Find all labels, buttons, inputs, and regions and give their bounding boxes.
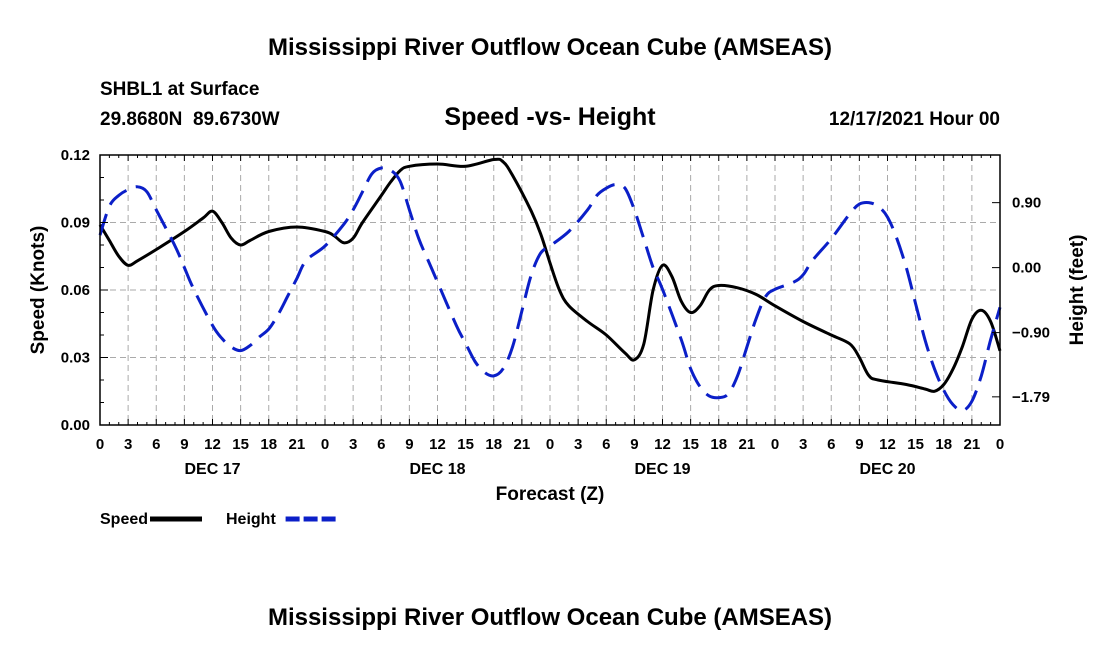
x-tick-label: 3	[799, 436, 807, 453]
x-tick-label: 12	[654, 436, 671, 453]
chart-subtitle: Speed -vs- Height	[444, 103, 656, 131]
x-tick-label: 15	[232, 436, 249, 453]
date-label: 12/17/2021 Hour 00	[829, 109, 1000, 130]
y-tick-label-right: 0.00	[1012, 260, 1041, 277]
y-tick-label-left: 0.06	[61, 282, 90, 299]
x-tick-label: 15	[682, 436, 699, 453]
coords-label: 29.8680N 89.6730W	[100, 109, 280, 130]
x-tick-label: 18	[710, 436, 727, 453]
series-line-speed	[98, 157, 1002, 393]
x-tick-label: 21	[514, 436, 531, 453]
y-tick-label-left: 0.00	[61, 417, 90, 434]
x-tick-label: 15	[907, 436, 924, 453]
x-tick-label: 6	[377, 436, 385, 453]
x-tick-label: 21	[964, 436, 981, 453]
grid	[100, 155, 1000, 425]
x-tick-label: 15	[457, 436, 474, 453]
x-tick-label: 18	[260, 436, 277, 453]
x-tick-label: 3	[574, 436, 582, 453]
x-axis-label: Forecast (Z)	[496, 484, 605, 505]
x-tick-label: 0	[546, 436, 554, 453]
x-tick-label: 0	[996, 436, 1004, 453]
x-tick-label: 0	[771, 436, 779, 453]
x-tick-label: 18	[935, 436, 952, 453]
x-tick-label: 3	[124, 436, 132, 453]
day-label: DEC 18	[409, 461, 465, 478]
station-label: SHBL1 at Surface	[100, 79, 259, 100]
footer-title: Mississippi River Outflow Ocean Cube (AM…	[268, 604, 832, 631]
x-tick-label: 12	[879, 436, 896, 453]
y-axis-right-label: Height (feet)	[1067, 235, 1088, 346]
x-tick-label: 9	[630, 436, 638, 453]
y-tick-label-right: −0.90	[1012, 325, 1050, 342]
x-tick-label: 0	[96, 436, 104, 453]
x-tick-label: 0	[321, 436, 329, 453]
x-tick-label: 21	[289, 436, 306, 453]
legend: Speed Height	[100, 511, 338, 528]
x-tick-label: 18	[485, 436, 502, 453]
y-axis-left-label: Speed (Knots)	[28, 226, 49, 355]
day-label: DEC 20	[859, 461, 915, 478]
y-tick-label-left: 0.12	[61, 147, 90, 164]
legend-label-speed: Speed	[100, 511, 148, 528]
x-tick-label: 6	[827, 436, 835, 453]
main-title: Mississippi River Outflow Ocean Cube (AM…	[268, 34, 832, 61]
series-layer	[98, 157, 1002, 413]
legend-label-height: Height	[226, 511, 276, 528]
y-tick-label-left: 0.03	[61, 350, 90, 367]
y-tick-label-right: 0.90	[1012, 195, 1041, 212]
y-tick-label-left: 0.09	[61, 215, 90, 232]
x-tick-label: 6	[602, 436, 610, 453]
x-tick-label: 9	[855, 436, 863, 453]
x-tick-label: 9	[405, 436, 413, 453]
y-tick-label-right: −1.79	[1012, 389, 1050, 406]
series-line-height	[98, 166, 1002, 413]
day-label: DEC 17	[184, 461, 240, 478]
x-tick-label: 6	[152, 436, 160, 453]
x-tick-label: 12	[204, 436, 221, 453]
day-label: DEC 19	[634, 461, 690, 478]
x-tick-label: 21	[739, 436, 756, 453]
plot-frame	[99, 154, 1001, 426]
x-tick-label: 9	[180, 436, 188, 453]
axes: 0 3 6 9 12 15 18 21 0 3 6 9 12 15 18 21 0 3 6 9 12 15 18 21 0 3 6 9…	[61, 147, 1050, 478]
x-tick-label: 3	[349, 436, 357, 453]
x-tick-label: 12	[429, 436, 446, 453]
